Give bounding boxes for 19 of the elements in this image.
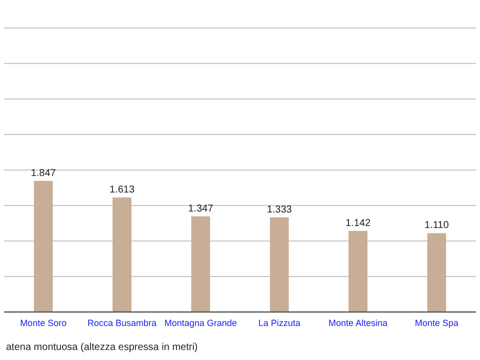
bar xyxy=(348,230,368,312)
data-label: 1.847 xyxy=(30,168,56,179)
data-label: 1.347 xyxy=(188,203,214,214)
bar xyxy=(112,197,132,312)
data-label: 1.333 xyxy=(266,204,292,216)
x-tick-label: Monte Altesina xyxy=(328,318,388,328)
data-label: 1.142 xyxy=(345,218,371,229)
x-tick-label: Monte Spa xyxy=(414,318,458,328)
bar xyxy=(191,216,210,312)
x-tick-label: Montagna Grande xyxy=(164,318,237,328)
bar xyxy=(34,180,53,312)
x-axis-title: atena montuosa (altezza espressa in metri) xyxy=(6,342,198,353)
bar xyxy=(270,217,289,312)
x-tick-label: Rocca Busambra xyxy=(87,318,157,328)
x-tick-label: Monte Soro xyxy=(20,318,67,328)
data-label: 1.613 xyxy=(109,184,135,196)
bar xyxy=(427,233,446,312)
data-label: 1.110 xyxy=(424,220,450,232)
x-tick-label: La Pizzuta xyxy=(258,318,300,328)
